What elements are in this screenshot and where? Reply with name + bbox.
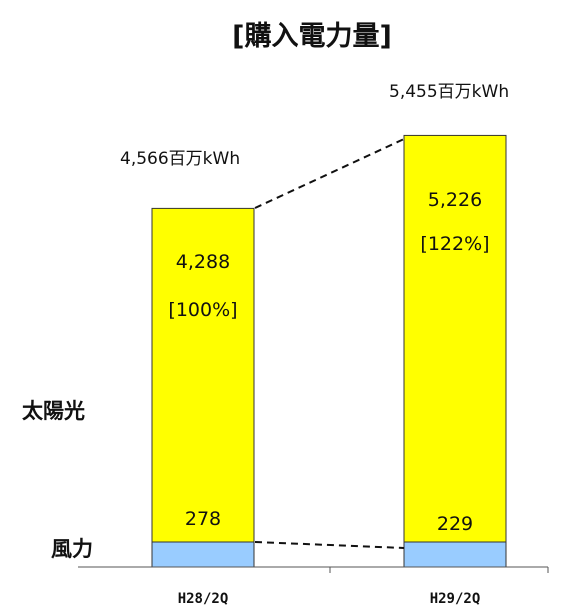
- total-label-h28: 4,566百万kWh: [120, 149, 240, 169]
- wind-connector-line: [254, 541, 405, 549]
- total-connector-line: [254, 138, 405, 209]
- total-label-h29: 5,455百万kWh: [389, 82, 509, 102]
- wind-value-label-h28: 278: [185, 508, 221, 530]
- solar-value-label-h29: 5,226: [428, 189, 482, 211]
- x-tick-label-h29: H29/2Q: [430, 591, 481, 607]
- ratio-label-h29: [122%]: [420, 233, 489, 255]
- wind-value-label-h29: 229: [437, 513, 473, 535]
- bar-wind-1: [403, 541, 507, 568]
- bar-solar-0: [151, 207, 255, 543]
- chart-title: [購入電力量]: [232, 21, 392, 52]
- x-tick-label-h28: H28/2Q: [178, 591, 229, 607]
- legend-solar-label: 太陽光: [22, 399, 85, 423]
- ratio-label-h28: [100%]: [168, 299, 237, 321]
- solar-value-label-h28: 4,288: [176, 251, 230, 273]
- bar-wind-0: [151, 541, 255, 568]
- legend-wind-label: 風力: [51, 537, 93, 561]
- bar-solar-1: [403, 134, 507, 543]
